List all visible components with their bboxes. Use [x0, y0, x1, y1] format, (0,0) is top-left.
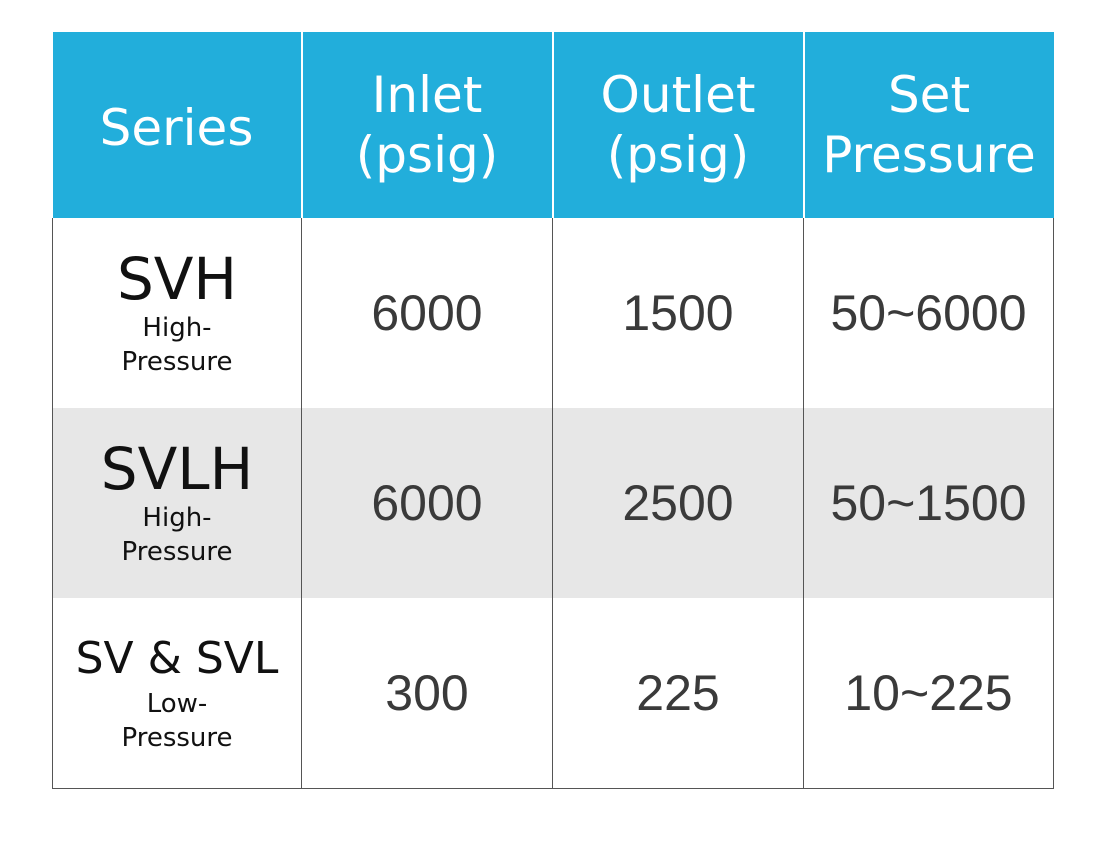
outlet-value: 1500 — [552, 218, 804, 408]
series-name: SV & SVL — [75, 633, 279, 684]
series-subtitle-line1: Low- — [146, 689, 208, 719]
header-inlet: Inlet (psig) — [300, 32, 553, 218]
inlet-value: 300 — [301, 598, 553, 789]
table-row: SVLH High- Pressure 6000 2500 50~1500 — [52, 408, 1054, 598]
series-subtitle-line1: High- — [142, 313, 212, 343]
header-series: Series — [52, 32, 303, 218]
header-set-pressure: Set Pressure — [802, 32, 1054, 218]
table-row: SV & SVL Low- Pressure 300 225 10~225 — [52, 598, 1054, 789]
series-subtitle-line2: Pressure — [121, 537, 233, 567]
inlet-value: 6000 — [301, 218, 553, 408]
header-inlet-unit: (psig) — [355, 126, 499, 184]
header-inlet-label: Inlet — [371, 66, 483, 124]
set-pressure-value: 50~6000 — [803, 218, 1054, 408]
series-subtitle-line1: High- — [142, 503, 212, 533]
series-name: SVLH — [100, 435, 254, 503]
set-pressure-value: 10~225 — [803, 598, 1054, 789]
header-pressure-label: Pressure — [822, 126, 1036, 184]
set-pressure-value: 50~1500 — [803, 408, 1054, 598]
series-cell: SVLH High- Pressure — [52, 408, 302, 598]
table-row: SVH High- Pressure 6000 1500 50~6000 — [52, 218, 1054, 408]
header-series-label: Series — [99, 99, 254, 157]
header-row: Series Inlet (psig) Outlet (psig) Set Pr… — [52, 32, 1054, 218]
table-body: SVH High- Pressure 6000 1500 50~6000 SVL… — [52, 218, 1054, 789]
series-subtitle-line2: Pressure — [121, 347, 233, 377]
outlet-value: 2500 — [552, 408, 804, 598]
header-outlet-unit: (psig) — [606, 126, 750, 184]
series-cell: SV & SVL Low- Pressure — [52, 598, 302, 789]
header-outlet: Outlet (psig) — [551, 32, 804, 218]
table-header: Series Inlet (psig) Outlet (psig) Set Pr… — [52, 32, 1054, 218]
pressure-spec-table: Series Inlet (psig) Outlet (psig) Set Pr… — [52, 32, 1054, 789]
series-name: SVH — [116, 245, 238, 313]
inlet-value: 6000 — [301, 408, 553, 598]
series-cell: SVH High- Pressure — [52, 218, 302, 408]
outlet-value: 225 — [552, 598, 804, 789]
series-subtitle-line2: Pressure — [121, 723, 233, 753]
header-set-label: Set — [887, 66, 971, 124]
header-outlet-label: Outlet — [600, 66, 756, 124]
